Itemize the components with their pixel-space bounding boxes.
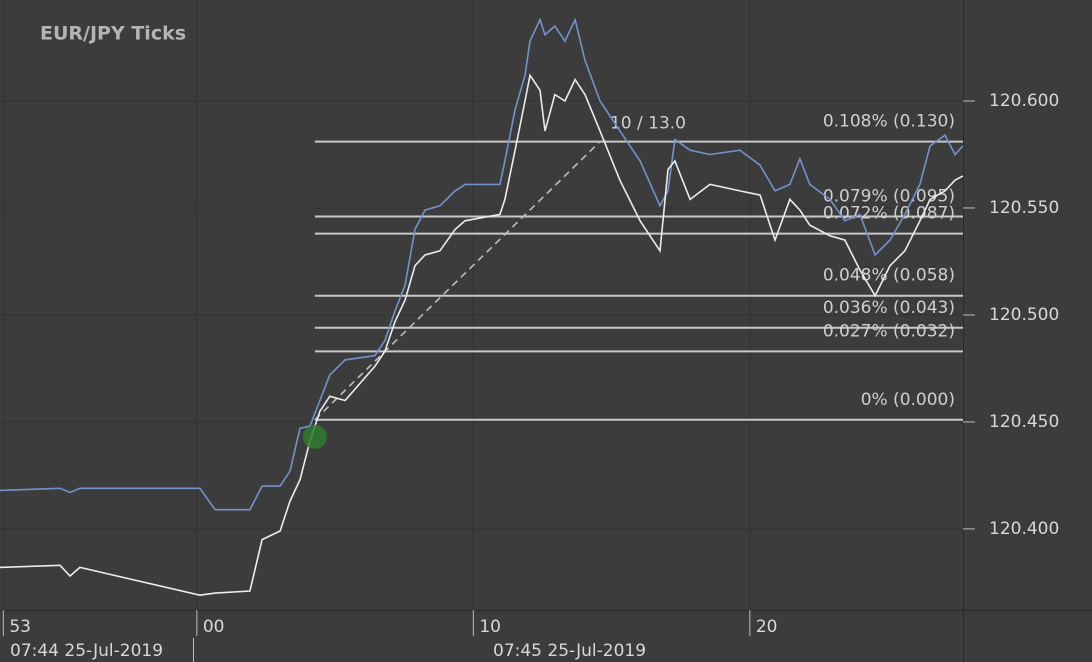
x-tick-label: 20: [756, 617, 778, 637]
trend-line: [314, 141, 601, 421]
fib-label: 0.027% (0.032): [823, 321, 955, 341]
date-label: 07:45 25-Jul-2019: [493, 641, 646, 661]
x-tick-label: 00: [203, 617, 225, 637]
y-tick-label: 120.450: [989, 412, 1059, 432]
y-tick-label: 120.550: [989, 198, 1059, 218]
y-tick-label: 120.600: [989, 91, 1059, 111]
date-label: 07:44 25-Jul-2019: [10, 641, 163, 661]
entry-marker: [302, 424, 327, 449]
fib-label: 0% (0.000): [861, 390, 955, 410]
fib-label: 0.036% (0.043): [823, 298, 955, 318]
fib-label: 0.079% (0.095): [823, 187, 955, 207]
y-tick-label: 120.500: [989, 305, 1059, 325]
fib-label: 0.048% (0.058): [823, 266, 955, 286]
chart-title: EUR/JPY Ticks: [40, 23, 186, 45]
trend-label: 10 / 13.0: [610, 114, 686, 134]
price-line: [0, 17, 964, 511]
x-tick-label: 10: [479, 617, 501, 637]
fib-label: 0.072% (0.087): [823, 204, 955, 224]
price-line: [0, 73, 964, 597]
x-tick-label: 53: [9, 617, 31, 637]
y-tick-label: 120.400: [989, 519, 1059, 539]
fib-label: 0.108% (0.130): [823, 112, 955, 132]
